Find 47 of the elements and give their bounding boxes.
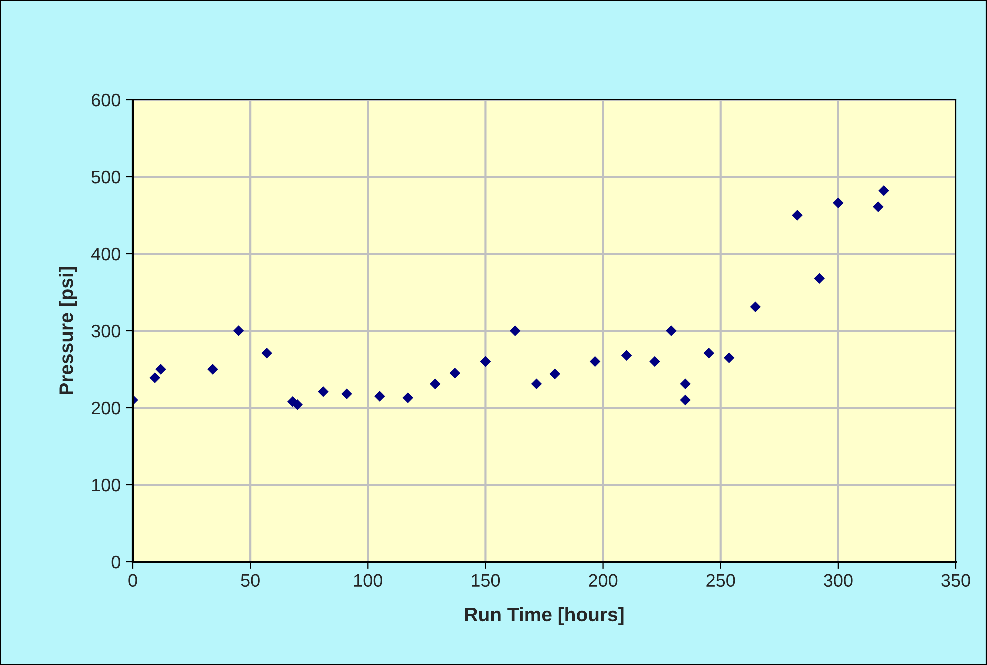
x-tick-label: 250 xyxy=(706,574,736,588)
point xyxy=(621,350,632,362)
point xyxy=(680,394,691,406)
point xyxy=(833,198,844,209)
x-tick-label: 300 xyxy=(824,574,853,588)
y-tick-label: 100 xyxy=(92,478,120,492)
point xyxy=(724,352,735,364)
x-tick-label: 350 xyxy=(942,574,970,588)
point xyxy=(680,378,691,390)
x-tick-label: 50 xyxy=(241,574,260,588)
point xyxy=(480,356,492,368)
y-tick-label: 500 xyxy=(92,170,120,184)
point xyxy=(750,302,762,313)
y-tick-label: 600 xyxy=(92,94,120,107)
point xyxy=(374,391,386,402)
y-tick-label: 0 xyxy=(112,556,120,569)
y-axis-title: Pressure [psi] xyxy=(59,267,78,395)
x-tick-label: 150 xyxy=(472,574,500,588)
x-tick-label: 0 xyxy=(128,574,138,588)
point xyxy=(704,348,714,359)
y-tick-label: 300 xyxy=(92,324,120,338)
point xyxy=(292,400,303,410)
point xyxy=(666,326,677,336)
point xyxy=(814,273,825,284)
x-tick-label: 200 xyxy=(589,574,618,588)
point xyxy=(550,368,560,380)
point xyxy=(402,392,414,404)
point xyxy=(878,185,890,196)
point xyxy=(208,364,218,375)
point xyxy=(510,326,521,336)
point xyxy=(262,348,272,359)
point xyxy=(590,356,601,368)
point xyxy=(156,364,166,375)
point xyxy=(342,388,352,400)
point xyxy=(650,356,660,368)
point xyxy=(531,378,542,390)
point xyxy=(233,326,244,336)
point xyxy=(430,378,441,390)
x-tick-label: 100 xyxy=(354,574,382,588)
x-axis-title: Run Time [hours] xyxy=(466,607,624,626)
point xyxy=(318,386,329,398)
point xyxy=(150,372,160,384)
point xyxy=(792,210,803,221)
point xyxy=(873,202,884,212)
y-tick-label: 400 xyxy=(91,248,120,261)
y-tick-label: 200 xyxy=(92,402,120,415)
point xyxy=(450,368,461,379)
